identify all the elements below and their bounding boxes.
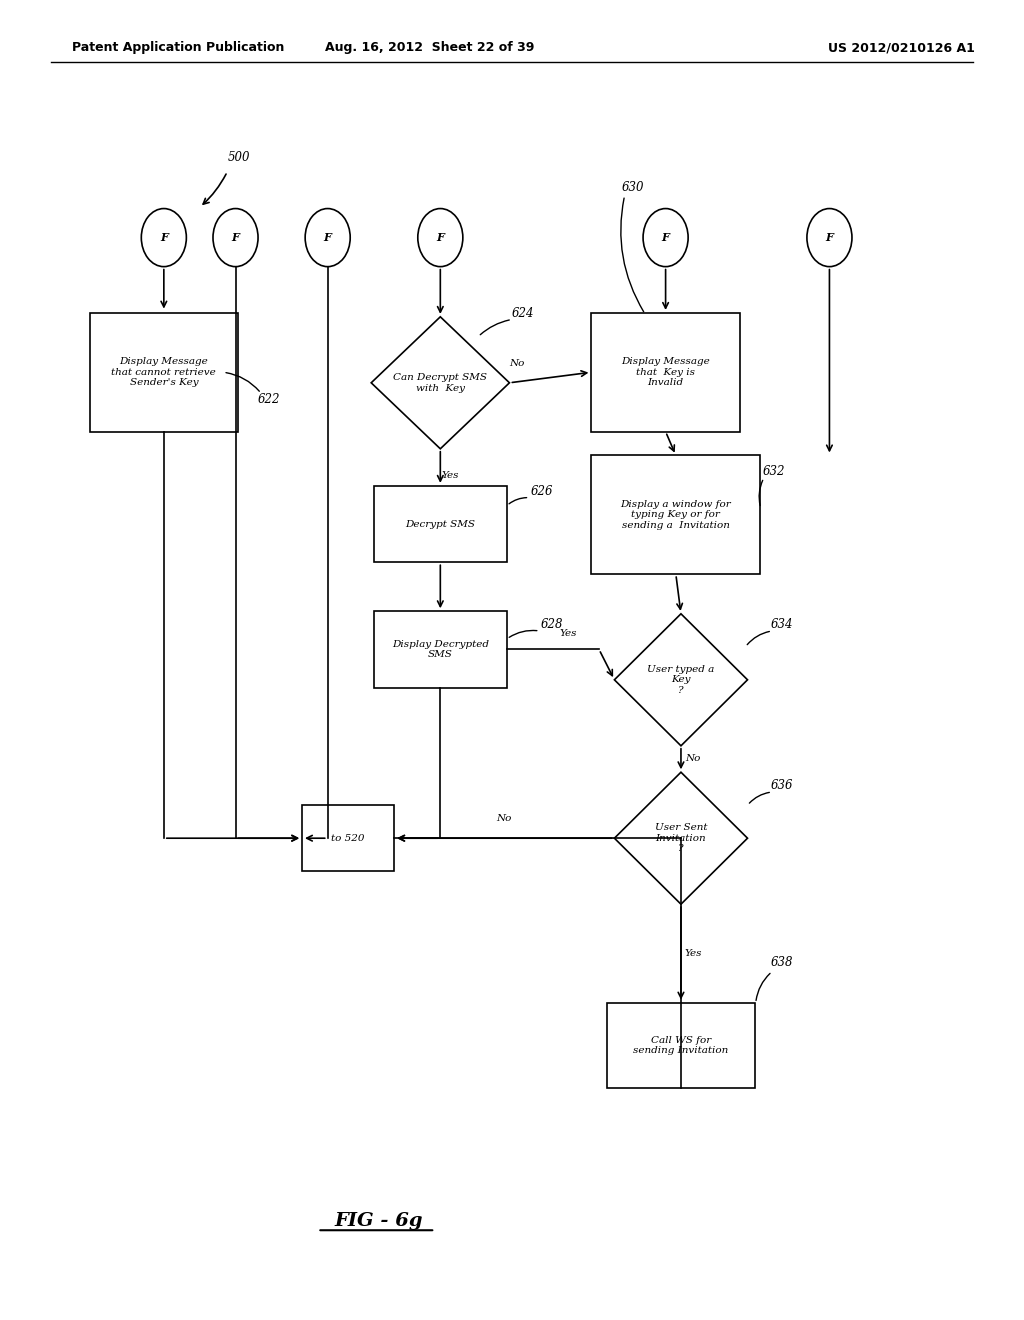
Text: 500: 500	[227, 150, 250, 164]
Text: 632: 632	[763, 465, 785, 478]
Text: F: F	[231, 232, 240, 243]
Polygon shape	[614, 614, 748, 746]
Text: Display Message
that cannot retrieve
Sender's Key: Display Message that cannot retrieve Sen…	[112, 358, 216, 387]
Text: 624: 624	[512, 306, 535, 319]
Text: Display a window for
typing Key or for
sending a  Invitation: Display a window for typing Key or for s…	[621, 500, 731, 529]
Text: 636: 636	[771, 779, 794, 792]
FancyBboxPatch shape	[374, 486, 507, 562]
Text: User typed a
Key
?: User typed a Key ?	[647, 665, 715, 694]
Text: FIG - 6g: FIG - 6g	[335, 1212, 423, 1230]
Text: Yes: Yes	[559, 630, 578, 638]
FancyBboxPatch shape	[592, 455, 760, 574]
Text: 626: 626	[530, 484, 553, 498]
FancyBboxPatch shape	[302, 805, 394, 871]
Text: US 2012/0210126 A1: US 2012/0210126 A1	[827, 41, 975, 54]
Text: No: No	[509, 359, 525, 367]
Text: F: F	[436, 232, 444, 243]
Text: 638: 638	[771, 956, 794, 969]
FancyBboxPatch shape	[90, 313, 238, 432]
Text: 630: 630	[622, 181, 644, 194]
Circle shape	[418, 209, 463, 267]
Text: F: F	[324, 232, 332, 243]
Text: 634: 634	[771, 618, 794, 631]
Text: Yes: Yes	[441, 471, 460, 479]
Text: No: No	[497, 814, 512, 822]
Text: to 520: to 520	[332, 834, 365, 842]
Text: Display Decrypted
SMS: Display Decrypted SMS	[392, 640, 488, 659]
Text: Yes: Yes	[684, 949, 702, 958]
Circle shape	[807, 209, 852, 267]
FancyBboxPatch shape	[592, 313, 739, 432]
Circle shape	[643, 209, 688, 267]
Text: User Sent
Invitation
?: User Sent Invitation ?	[654, 824, 708, 853]
Circle shape	[141, 209, 186, 267]
Text: 622: 622	[258, 392, 281, 405]
Circle shape	[305, 209, 350, 267]
Text: Patent Application Publication: Patent Application Publication	[72, 41, 284, 54]
Text: 628: 628	[541, 618, 563, 631]
Text: Display Message
that  Key is
Invalid: Display Message that Key is Invalid	[622, 358, 710, 387]
Text: Call WS for
sending Invitation: Call WS for sending Invitation	[633, 1036, 729, 1055]
Text: Can Decrypt SMS
with  Key: Can Decrypt SMS with Key	[393, 374, 487, 392]
Polygon shape	[371, 317, 510, 449]
Text: Decrypt SMS: Decrypt SMS	[406, 520, 475, 528]
Text: F: F	[825, 232, 834, 243]
Circle shape	[213, 209, 258, 267]
FancyBboxPatch shape	[606, 1003, 756, 1088]
Polygon shape	[614, 772, 748, 904]
Text: No: No	[685, 755, 701, 763]
FancyBboxPatch shape	[374, 611, 507, 688]
Text: F: F	[662, 232, 670, 243]
Text: F: F	[160, 232, 168, 243]
Text: Aug. 16, 2012  Sheet 22 of 39: Aug. 16, 2012 Sheet 22 of 39	[326, 41, 535, 54]
